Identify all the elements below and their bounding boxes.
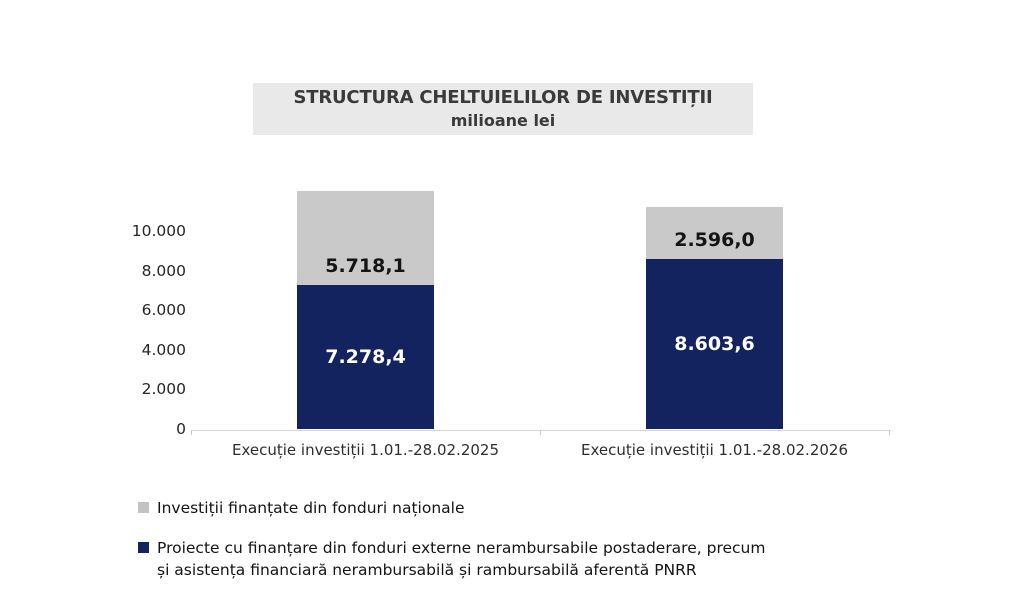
bar-segment: 7.278,4 [297,284,434,429]
bar-segment: 2.596,0 [646,207,783,259]
legend-item: Proiecte cu finanțare din fonduri extern… [138,537,765,581]
legend-label: Investiții finanțate din fonduri naționa… [157,497,465,519]
legend-item: Investiții finanțate din fonduri naționa… [138,497,765,519]
chart-legend: Investiții finanțate din fonduri naționa… [138,497,765,597]
chart-title: STRUCTURA CHELTUIELILOR DE INVESTIȚII [293,87,713,108]
y-axis-tick-label: 0 [176,420,186,438]
y-axis-tick-label: 2.000 [141,380,186,399]
bar-value-label: 7.278,4 [325,345,406,368]
chart-subtitle: milioane lei [450,111,556,130]
bar-value-label: 8.603,6 [674,332,755,355]
y-axis-tick-label: 10.000 [131,222,186,240]
legend-label-line: și asistența financiară nerambursabilă ș… [157,561,697,579]
legend-label-line: Investiții finanțate din fonduri naționa… [157,499,465,517]
x-axis-tick [191,430,192,435]
legend-marker-icon [138,502,149,513]
x-axis-tick [540,430,541,435]
bar-segment: 5.718,1 [297,191,434,285]
y-axis-tick-label: 4.000 [141,340,186,359]
category-label: Execuție investiții 1.01.-28.02.2026 [580,441,848,459]
legend-marker-icon [138,542,149,553]
bar-segment: 8.603,6 [646,258,783,429]
bar-value-label: 5.718,1 [325,254,406,277]
y-axis-tick-label: 6.000 [141,301,186,320]
bar-value-label: 2.596,0 [674,228,755,251]
legend-label: Proiecte cu finanțare din fonduri extern… [157,537,765,581]
legend-label-line: Proiecte cu finanțare din fonduri extern… [157,539,766,557]
chart-title-box: STRUCTURA CHELTUIELILOR DE INVESTIȚII mi… [253,83,753,135]
y-axis-tick-label: 8.000 [141,261,186,280]
category-label: Execuție investiții 1.01.-28.02.2025 [231,441,499,459]
x-axis-tick [889,430,890,435]
